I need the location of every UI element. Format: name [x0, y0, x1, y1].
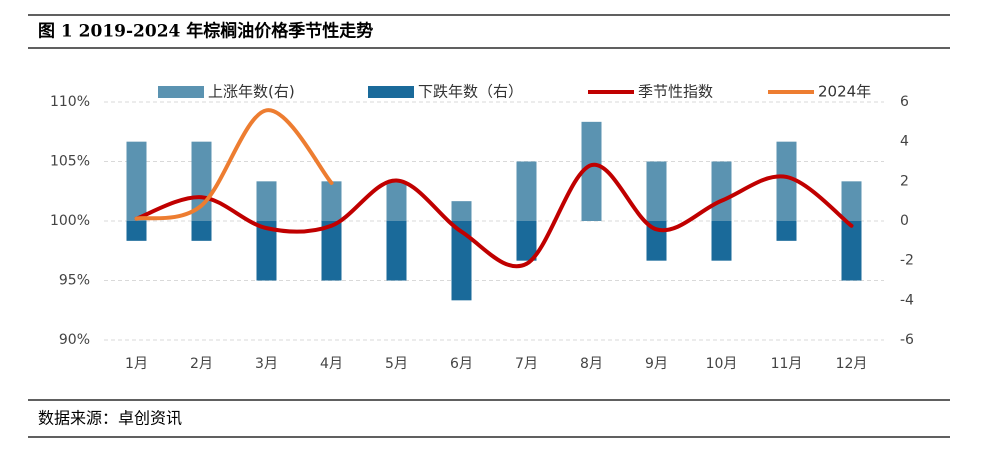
x-tick-label: 7月 [515, 356, 538, 372]
y-tick-label: 95% [59, 273, 90, 289]
x-tick-label: 4月 [320, 356, 343, 372]
bar [776, 141, 797, 221]
bar [646, 161, 667, 221]
bar [841, 221, 862, 281]
bar [386, 181, 407, 221]
x-tick-label: 1月 [125, 356, 148, 372]
bar [386, 221, 407, 281]
chart-title: 图 1 2019-2024 年棕榈油价格季节性走势 [38, 21, 373, 42]
x-tick-label: 12月 [836, 356, 868, 372]
y2-tick-label: -2 [900, 253, 914, 269]
source: 数据来源：卓创资讯 [38, 409, 182, 428]
y2-tick-label: -4 [900, 292, 914, 308]
bar [321, 221, 342, 281]
bar [126, 221, 147, 241]
y-tick-label: 100% [50, 213, 90, 229]
x-tick-label: 2月 [190, 356, 213, 372]
x-tick-label: 5月 [385, 356, 408, 372]
y-tick-label: 105% [50, 154, 90, 170]
x-tick-label: 3月 [255, 356, 278, 372]
bar [321, 181, 342, 221]
line [134, 108, 334, 221]
x-tick-label: 6月 [450, 356, 473, 372]
x-tick-label: 8月 [580, 356, 603, 372]
y2-tick-label: 4 [900, 134, 909, 150]
legend-label: 下跌年数（右） [418, 83, 523, 101]
legend-label: 上涨年数(右) [208, 83, 295, 101]
y-tick-label: 90% [59, 332, 90, 348]
y2-tick-label: 6 [900, 94, 909, 110]
y-tick-label: 110% [50, 94, 90, 110]
legend-swatch [368, 86, 414, 98]
bar [191, 221, 212, 241]
legend-swatch [158, 86, 204, 98]
y2-tick-label: -6 [900, 332, 914, 348]
bar [256, 181, 277, 221]
bar [256, 221, 277, 281]
line [134, 163, 854, 269]
y2-tick-label: 0 [900, 213, 909, 229]
x-tick-label: 10月 [706, 356, 738, 372]
bar [126, 141, 147, 221]
bar [711, 221, 732, 261]
x-tick-label: 11月 [771, 356, 803, 372]
legend-label: 2024年 [818, 83, 871, 101]
bar [516, 161, 537, 221]
x-tick-label: 9月 [645, 356, 668, 372]
y2-tick-label: 2 [900, 173, 909, 189]
bar [711, 161, 732, 221]
bar [451, 221, 472, 301]
bar [451, 201, 472, 221]
bar [776, 221, 797, 241]
bar [841, 181, 862, 221]
bar [581, 121, 602, 221]
legend-label: 季节性指数 [638, 83, 713, 101]
bar [516, 221, 537, 261]
